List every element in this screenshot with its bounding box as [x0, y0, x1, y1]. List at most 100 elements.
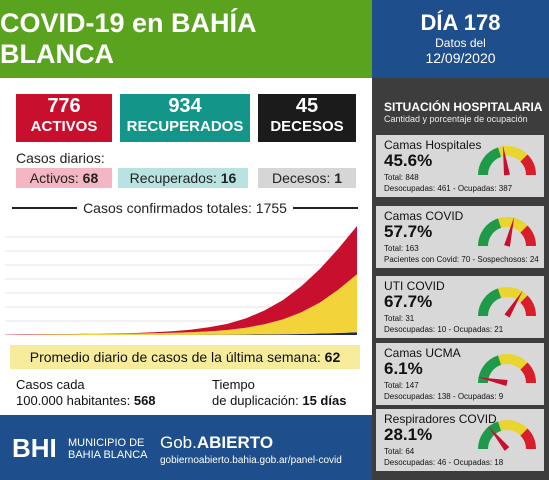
card-total: Total: 163 [384, 244, 419, 253]
card-percent: 6.1% [384, 359, 423, 378]
day: DÍA 178 [420, 10, 501, 35]
gauge-band [478, 355, 502, 384]
weekly-label: Promedio diario de casos de la última se… [29, 349, 321, 365]
daily-pill: Recuperados: 16 [118, 168, 248, 188]
url: gobiernoabierto.bahia.gob.ar/panel-covid [160, 455, 342, 466]
card-percent: 67.7% [384, 292, 433, 311]
gauge [478, 287, 536, 318]
doubling: Tiempo de duplicación: 15 días [212, 377, 346, 409]
title: COVID-19 en BAHÍA BLANCA [0, 0, 372, 78]
hospital-subtitle: Cantidad y porcentaje de ocupación [384, 114, 528, 124]
card-name: Camas Hospitales [384, 138, 482, 152]
gauge-band [478, 147, 502, 176]
rate-label: Casos cada [16, 377, 85, 392]
counter-label: ACTIVOS [30, 118, 98, 135]
gauge-band [520, 428, 536, 450]
gauge-band [520, 154, 536, 176]
card-percent: 28.1% [384, 425, 433, 444]
gauge-band [520, 225, 536, 247]
org: BAHIA BLANCA [68, 449, 148, 461]
gauge-band [498, 420, 528, 436]
date: 12/09/2020 [425, 50, 496, 66]
daily-value: 1 [334, 170, 343, 186]
chart-heading: Casos confirmados totales: 1755 [12, 200, 359, 216]
doubling-label: Tiempo [212, 377, 255, 392]
card-detail: Pacientes con Covid: 70 - Sospechosos: 2… [384, 255, 539, 264]
chart-title: Casos confirmados totales: 1755 [83, 200, 287, 216]
card-percent: 57.7% [384, 222, 433, 241]
daily-pill: Activos: 68 [16, 168, 112, 188]
doubling-value: 15 días [302, 393, 347, 408]
brand: Gob.ABIERTO [160, 433, 273, 453]
card-total: Total: 147 [384, 381, 419, 390]
card-name: Camas UCMA [384, 346, 461, 360]
hospital-card: Camas COVID 57.7% Total: 163 Pacientes con … [376, 206, 544, 268]
card-detail: Desocupadas: 10 - Ocupadas: 21 [384, 325, 504, 334]
daily-label: Recuperados: [129, 170, 217, 186]
day-box: DÍA 178 Datos del 12/09/2020 [372, 0, 549, 78]
card-detail: Desocupadas: 461 - Ocupadas: 387 [384, 184, 513, 193]
footer: BHI MUNICIPIO DE BAHIA BLANCA Gob.ABIERTO… [0, 415, 372, 480]
gauge-needle [487, 425, 510, 451]
gauge-band [520, 362, 536, 384]
daily-pill: Decesos: 1 [258, 168, 356, 188]
counter-label: DECESOS [270, 118, 344, 135]
hospital-card: Camas UCMA 6.1% Total: 147 Desocupadas: 138… [376, 343, 544, 405]
gauge-band [498, 287, 528, 303]
brand-a: Gob. [160, 433, 197, 452]
rate-value: 568 [133, 393, 156, 408]
card-name: Respiradores COVID [384, 412, 497, 426]
gauge-needle [477, 377, 508, 386]
counter-value: 934 [168, 95, 202, 117]
hospital-card: UTI COVID 67.7% Total: 31 Desocupadas: 10 -… [376, 276, 544, 338]
gauge-band [498, 354, 528, 370]
card-total: Total: 31 [384, 314, 415, 323]
counter-label: RECUPERADOS [126, 118, 244, 135]
gauge-needle [502, 145, 510, 176]
gauge-band [478, 288, 502, 317]
counter: 776 ACTIVOS [16, 94, 112, 142]
brand-b: ABIERTO [196, 433, 274, 452]
gauge [477, 354, 536, 386]
card-detail: Desocupadas: 46 - Ocupadas: 18 [384, 458, 504, 467]
hospital-card: Respiradores COVID 28.1% Total: 64 Desocupa… [376, 409, 544, 471]
area-chart [5, 226, 357, 335]
daily-title: Casos diarios: [16, 150, 105, 166]
area [5, 332, 357, 335]
rate: Casos cada 100.000 habitantes: 568 [16, 377, 156, 409]
weekly-banner: Promedio diario de casos de la última se… [10, 345, 360, 369]
gauge [478, 216, 536, 247]
date-label: Datos del [435, 36, 486, 50]
counter: 934 RECUPERADOS [120, 94, 250, 142]
hospital-card: Camas Hospitales 45.6% Total: 848 Desocupad… [376, 135, 544, 197]
daily-value: 68 [82, 170, 99, 186]
logo: BHI [12, 433, 57, 463]
gauge-band [478, 218, 502, 247]
daily-value: 16 [220, 170, 237, 186]
gauge-band [520, 295, 536, 317]
gauge-needle [504, 216, 515, 247]
gauge [478, 145, 536, 176]
card-total: Total: 64 [384, 447, 415, 456]
counter-value: 776 [47, 95, 81, 117]
org: MUNICIPIO DE [68, 437, 145, 449]
daily-label: Decesos: [271, 170, 331, 186]
card-detail: Desocupadas: 138 - Ocupadas: 9 [384, 392, 504, 401]
card-total: Total: 848 [384, 173, 419, 182]
gauge-band [498, 146, 528, 162]
card-name: UTI COVID [384, 279, 445, 293]
rate-label: 100.000 habitantes: [16, 393, 131, 408]
card-percent: 45.6% [384, 151, 433, 170]
counter: 45 DECESOS [258, 94, 356, 142]
hospital-title: SITUACIÓN HOSPITALARIA [384, 100, 543, 114]
area [5, 274, 357, 335]
daily-label: Activos: [29, 170, 79, 186]
gauge-band [478, 421, 502, 450]
weekly-value: 62 [324, 349, 341, 365]
doubling-label: de duplicación: [212, 393, 299, 408]
counter-value: 45 [295, 95, 319, 117]
gauge-needle [504, 290, 523, 318]
gauge [478, 420, 536, 451]
card-name: Camas COVID [384, 209, 464, 223]
